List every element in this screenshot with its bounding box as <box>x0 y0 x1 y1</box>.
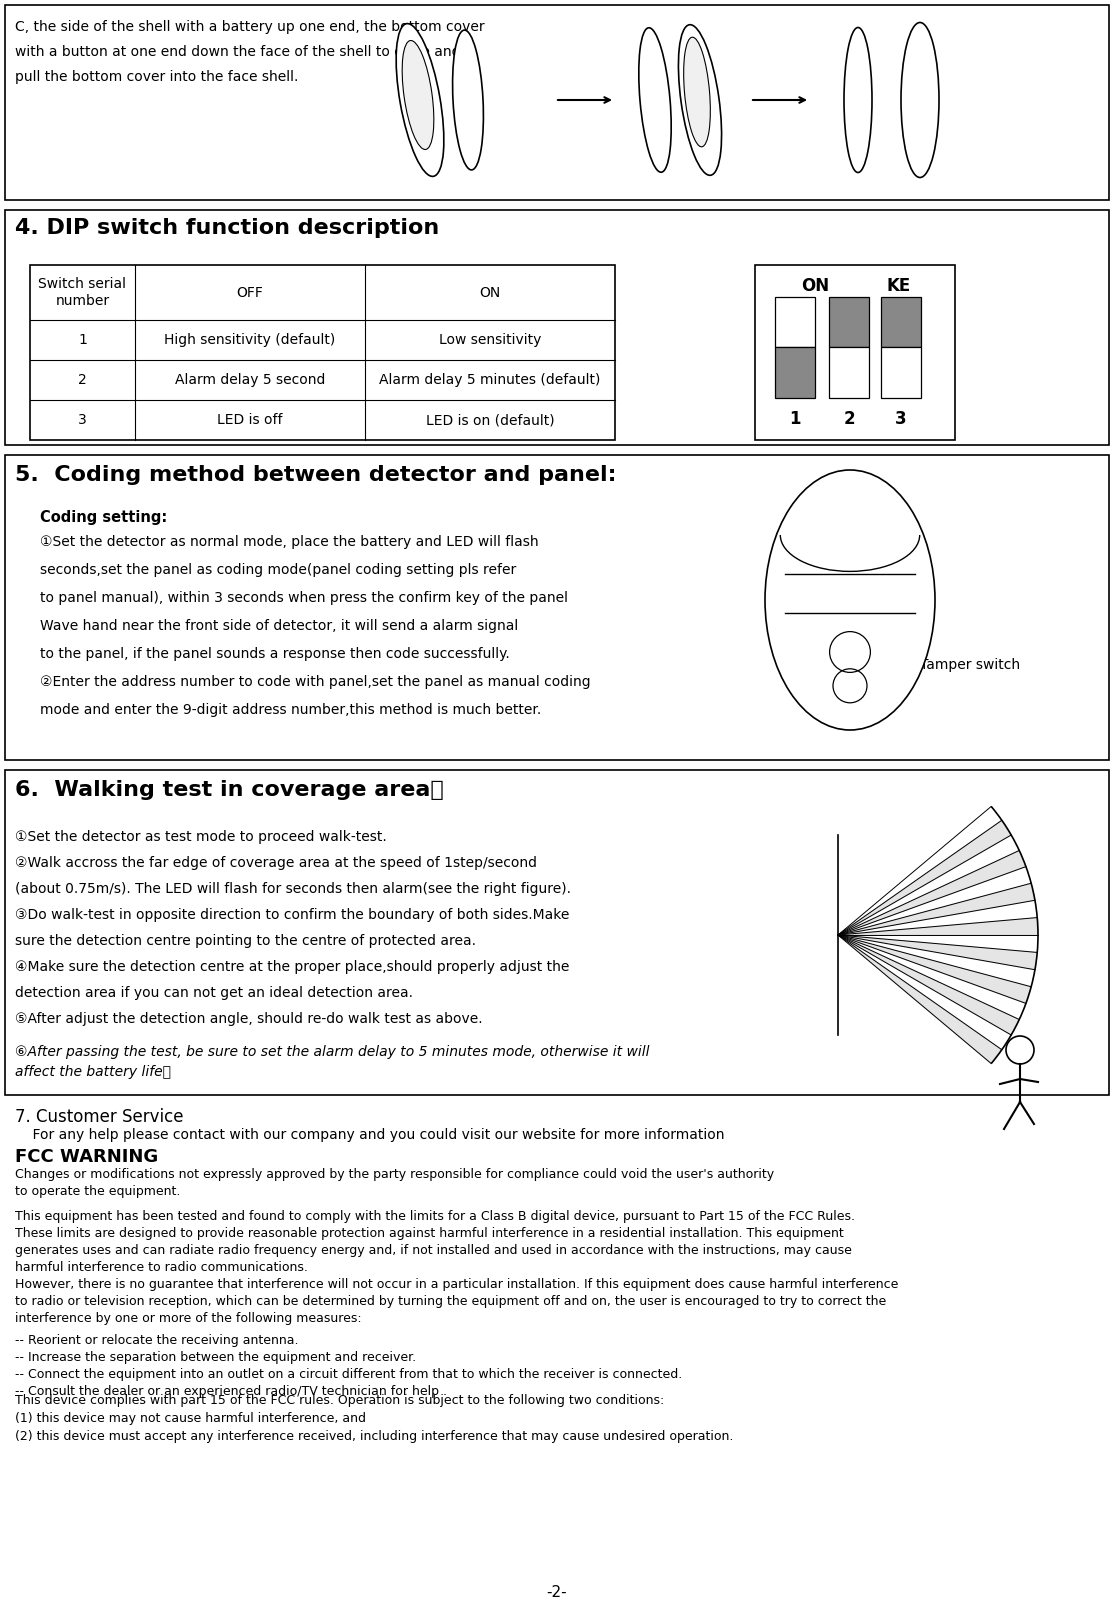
Text: 3: 3 <box>78 414 87 426</box>
Text: -- Reorient or relocate the receiving antenna.
-- Increase the separation betwee: -- Reorient or relocate the receiving an… <box>14 1334 682 1398</box>
Text: However, there is no guarantee that interference will not occur in a particular : However, there is no guarantee that inte… <box>14 1278 898 1324</box>
Text: ON: ON <box>801 277 829 294</box>
Text: 3: 3 <box>896 410 907 428</box>
Text: This equipment has been tested and found to comply with the limits for a Class B: This equipment has been tested and found… <box>14 1210 856 1274</box>
Text: 4. DIP switch function description: 4. DIP switch function description <box>14 217 439 238</box>
Text: 2: 2 <box>78 373 87 388</box>
Polygon shape <box>838 935 1001 1064</box>
Bar <box>881 296 921 348</box>
Text: 6.  Walking test in coverage area：: 6. Walking test in coverage area： <box>14 780 443 800</box>
Text: Switch serial
number: Switch serial number <box>39 277 127 307</box>
Text: Tamper switch: Tamper switch <box>920 658 1020 673</box>
Text: LED is off: LED is off <box>217 414 283 426</box>
Bar <box>4 5 1110 200</box>
Polygon shape <box>838 851 1026 935</box>
Text: Wave hand near the front side of detector, it will send a alarm signal: Wave hand near the front side of detecto… <box>40 619 518 632</box>
Text: ⑥After passing the test, be sure to set the alarm delay to 5 minutes mode, other: ⑥After passing the test, be sure to set … <box>14 1044 649 1059</box>
Polygon shape <box>838 917 1038 935</box>
Text: ON: ON <box>479 285 500 299</box>
Text: ①Set the detector as normal mode, place the battery and LED will flash: ①Set the detector as normal mode, place … <box>40 536 539 549</box>
Ellipse shape <box>765 470 935 730</box>
Text: mode and enter the 9-digit address number,this method is much better.: mode and enter the 9-digit address numbe… <box>40 703 541 718</box>
Text: -2-: -2- <box>547 1585 567 1599</box>
Polygon shape <box>838 935 1032 1004</box>
Text: Alarm delay 5 minutes (default): Alarm delay 5 minutes (default) <box>379 373 600 388</box>
Ellipse shape <box>844 27 872 172</box>
Text: (2) this device must accept any interference received, including interference th: (2) this device must accept any interfer… <box>14 1430 733 1443</box>
Text: C, the side of the shell with a battery up one end, the bottom cover
with a butt: C, the side of the shell with a battery … <box>14 19 485 84</box>
Text: ②Walk accross the far edge of coverage area at the speed of 1step/second: ②Walk accross the far edge of coverage a… <box>14 856 537 870</box>
Bar <box>4 455 1110 759</box>
Text: 1: 1 <box>789 410 801 428</box>
Text: 1: 1 <box>78 333 87 348</box>
Ellipse shape <box>901 23 939 177</box>
Ellipse shape <box>678 24 722 175</box>
Text: Changes or modifications not expressly approved by the party responsible for com: Changes or modifications not expressly a… <box>14 1168 774 1199</box>
Bar <box>4 211 1110 446</box>
Text: ②Enter the address number to code with panel,set the panel as manual coding: ②Enter the address number to code with p… <box>40 676 590 689</box>
Text: LED is on (default): LED is on (default) <box>426 414 555 426</box>
Text: ⑤After adjust the detection angle, should re-do walk test as above.: ⑤After adjust the detection angle, shoul… <box>14 1012 482 1027</box>
Text: 2: 2 <box>843 410 854 428</box>
Text: This device complies with part 15 of the FCC rules. Operation is subject to the : This device complies with part 15 of the… <box>14 1393 664 1406</box>
Polygon shape <box>838 883 1035 935</box>
Bar <box>829 348 869 397</box>
Text: 7. Customer Service: 7. Customer Service <box>14 1109 184 1126</box>
Polygon shape <box>838 935 1019 1035</box>
Text: seconds,set the panel as coding mode(panel coding setting pls refer: seconds,set the panel as coding mode(pan… <box>40 563 516 578</box>
Polygon shape <box>838 821 1012 935</box>
Ellipse shape <box>397 24 443 177</box>
Bar <box>829 296 869 348</box>
Bar <box>802 579 898 610</box>
Text: ③Do walk-test in opposite direction to confirm the boundary of both sides.Make: ③Do walk-test in opposite direction to c… <box>14 907 569 922</box>
Text: High sensitivity (default): High sensitivity (default) <box>165 333 335 348</box>
Bar <box>830 621 870 642</box>
Bar <box>775 296 815 348</box>
Text: Low sensitivity: Low sensitivity <box>439 333 541 348</box>
Text: (1) this device may not cause harmful interference, and: (1) this device may not cause harmful in… <box>14 1413 367 1426</box>
Text: to the panel, if the panel sounds a response then code successfully.: to the panel, if the panel sounds a resp… <box>40 647 510 661</box>
Ellipse shape <box>684 37 711 146</box>
Ellipse shape <box>402 40 433 150</box>
Ellipse shape <box>638 27 672 172</box>
Text: affect the battery life。: affect the battery life。 <box>14 1065 172 1080</box>
Ellipse shape <box>452 31 483 171</box>
Text: sure the detection centre pointing to the centre of protected area.: sure the detection centre pointing to th… <box>14 933 476 948</box>
Text: OFF: OFF <box>236 285 263 299</box>
Text: to panel manual), within 3 seconds when press the confirm key of the panel: to panel manual), within 3 seconds when … <box>40 591 568 605</box>
Text: Alarm delay 5 second: Alarm delay 5 second <box>175 373 325 388</box>
Text: KE: KE <box>887 277 911 294</box>
Text: ①Set the detector as test mode to proceed walk-test.: ①Set the detector as test mode to procee… <box>14 830 387 845</box>
Text: For any help please contact with our company and you could visit our website for: For any help please contact with our com… <box>14 1128 724 1142</box>
Text: detection area if you can not get an ideal detection area.: detection area if you can not get an ide… <box>14 986 413 1001</box>
Bar <box>881 348 921 397</box>
Text: 5.  Coding method between detector and panel:: 5. Coding method between detector and pa… <box>14 465 616 484</box>
Bar <box>30 265 615 439</box>
Bar <box>775 348 815 397</box>
Text: Coding setting:: Coding setting: <box>40 510 167 525</box>
Text: (about 0.75m/s). The LED will flash for seconds then alarm(see the right figure): (about 0.75m/s). The LED will flash for … <box>14 882 571 896</box>
Bar <box>755 265 955 439</box>
Text: FCC WARNING: FCC WARNING <box>14 1147 158 1167</box>
Text: ④Make sure the detection centre at the proper place,should properly adjust the: ④Make sure the detection centre at the p… <box>14 961 569 973</box>
Bar <box>4 771 1110 1096</box>
Polygon shape <box>838 935 1037 970</box>
